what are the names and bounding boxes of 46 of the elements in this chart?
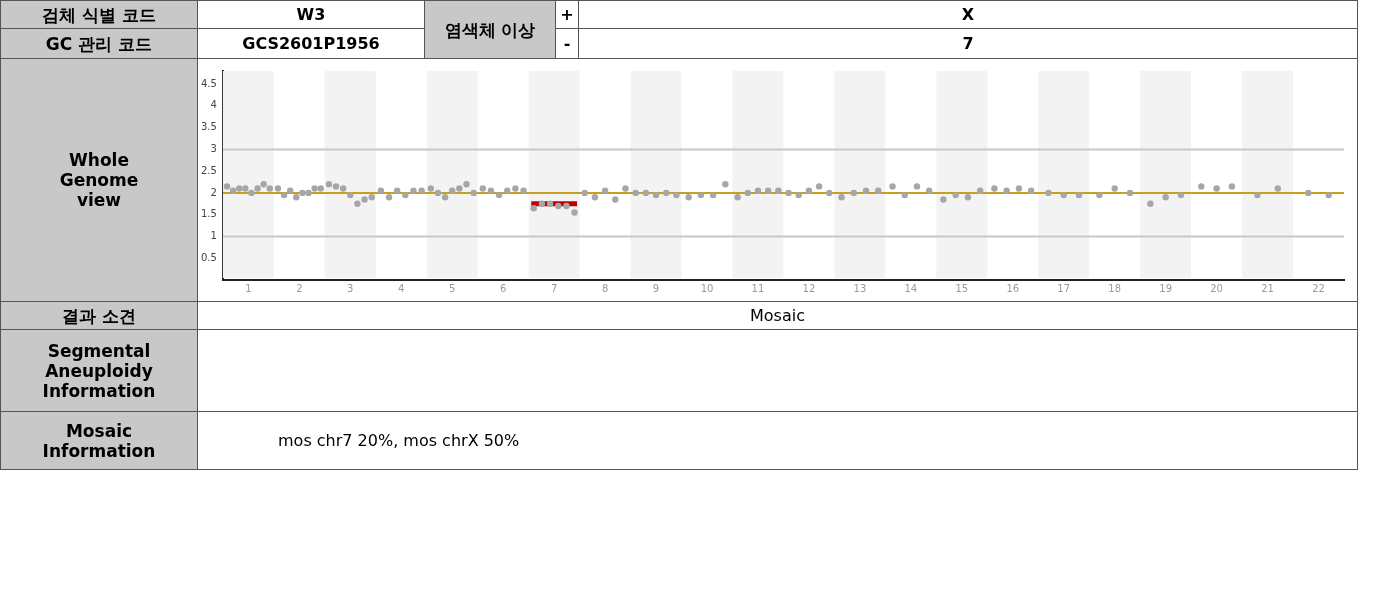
x-tick-label: 6 bbox=[499, 282, 507, 294]
x-tick-label: 11 bbox=[751, 282, 765, 294]
text: Mosaic Information bbox=[42, 420, 156, 461]
text: Segmental Aneuploidy Information bbox=[42, 340, 156, 401]
x-tick-label: 7 bbox=[550, 282, 558, 294]
x-tick-label: 4 bbox=[398, 282, 405, 294]
text: 검체 식별 코드 bbox=[42, 4, 156, 25]
x-tick-label: 16 bbox=[1006, 282, 1020, 294]
x-tick-label: 10 bbox=[700, 282, 714, 294]
y-tick-label: 0.5 bbox=[201, 251, 217, 263]
x-tick-label: 15 bbox=[955, 282, 969, 294]
text: GC 관리 코드 bbox=[45, 33, 153, 54]
text: X bbox=[961, 5, 975, 24]
x-tick-label: 8 bbox=[601, 282, 609, 294]
x-tick-label: 1 bbox=[245, 282, 252, 294]
x-tick-label: 5 bbox=[449, 282, 456, 294]
text: 결과 소견 bbox=[62, 305, 136, 326]
x-tick-label: 22 bbox=[1312, 282, 1325, 294]
text: - bbox=[563, 34, 571, 53]
x-tick-label: 2 bbox=[296, 282, 303, 294]
text: mos chr7 20%, mos chrX 50% bbox=[278, 431, 520, 450]
x-tick-label: 14 bbox=[904, 282, 918, 294]
x-tick-label: 3 bbox=[347, 282, 354, 294]
x-tick-label: 21 bbox=[1261, 282, 1274, 294]
y-tick-label: 4 bbox=[210, 99, 217, 111]
y-tick-label: 2 bbox=[210, 186, 217, 198]
y-tick-label: 3.5 bbox=[201, 121, 217, 133]
text: Whole Genome view bbox=[59, 150, 139, 210]
y-tick-label: 1.5 bbox=[201, 208, 217, 220]
y-tick-label: 3 bbox=[210, 142, 217, 154]
x-tick-label: 20 bbox=[1210, 282, 1223, 294]
x-tick-label: 17 bbox=[1057, 282, 1071, 294]
x-tick-label: 19 bbox=[1159, 282, 1173, 294]
y-tick-label: 2.5 bbox=[201, 164, 217, 176]
text: Mosaic bbox=[750, 306, 805, 325]
x-tick-label: 13 bbox=[853, 282, 867, 294]
y-tick-label: 1 bbox=[210, 230, 217, 242]
x-tick-label: 9 bbox=[652, 282, 660, 294]
text: 7 bbox=[962, 34, 974, 53]
x-tick-label: 18 bbox=[1108, 282, 1122, 294]
text: 염색체 이상 bbox=[444, 19, 536, 40]
text: W3 bbox=[296, 5, 326, 24]
text: + bbox=[560, 5, 574, 24]
y-tick-label: 4.5 bbox=[201, 77, 217, 89]
text: GCS2601P1956 bbox=[242, 34, 380, 53]
x-tick-label: 12 bbox=[802, 282, 816, 294]
